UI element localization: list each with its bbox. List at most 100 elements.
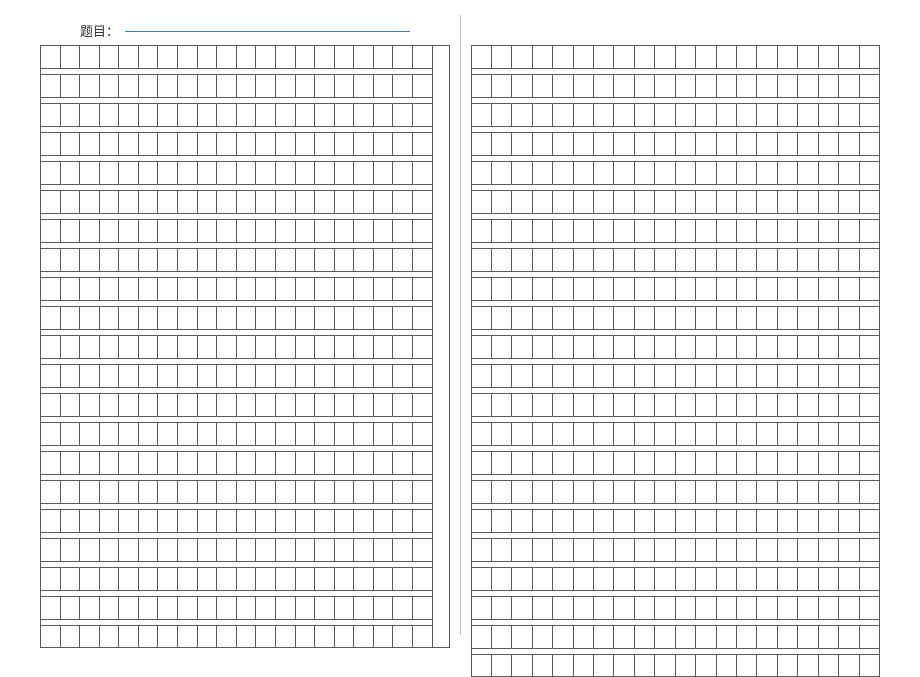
grid-cell xyxy=(314,162,334,184)
grid-cell xyxy=(695,104,715,126)
grid-cell xyxy=(491,220,511,242)
grid-cell xyxy=(314,452,334,474)
grid-cell xyxy=(736,220,756,242)
grid-cell xyxy=(60,220,80,242)
grid-cell xyxy=(654,249,674,271)
grid-row xyxy=(40,306,433,329)
grid-cell xyxy=(79,568,99,590)
grid-cell xyxy=(60,423,80,445)
grid-cell xyxy=(353,365,373,387)
grid-cell xyxy=(118,191,138,213)
grid-cell xyxy=(197,133,217,155)
grid-cell xyxy=(613,597,633,619)
grid-cell xyxy=(197,452,217,474)
row-spacer xyxy=(471,184,881,190)
grid-row xyxy=(471,45,881,68)
grid-cell xyxy=(471,655,491,676)
grid-cell xyxy=(314,365,334,387)
grid-cell xyxy=(275,568,295,590)
grid-cell xyxy=(654,75,674,97)
grid-cell xyxy=(177,46,197,68)
grid-cell xyxy=(818,191,838,213)
grid-cell xyxy=(573,510,593,532)
grid-row xyxy=(40,422,433,445)
grid-cell xyxy=(118,220,138,242)
row-spacer xyxy=(40,300,433,306)
grid-cell xyxy=(756,510,776,532)
row-spacer xyxy=(40,503,433,509)
grid-cell xyxy=(392,307,412,329)
grid-cell xyxy=(532,452,552,474)
grid-cell xyxy=(295,75,315,97)
grid-cell xyxy=(695,597,715,619)
grid-cell xyxy=(334,365,354,387)
grid-cell xyxy=(797,365,817,387)
grid-cell xyxy=(756,423,776,445)
grid-cell xyxy=(491,510,511,532)
grid-cell xyxy=(412,133,433,155)
grid-cell xyxy=(654,278,674,300)
row-spacer xyxy=(40,329,433,335)
grid-cell xyxy=(314,510,334,532)
grid-cell xyxy=(373,75,393,97)
grid-cell xyxy=(99,46,119,68)
grid-cell xyxy=(654,423,674,445)
grid-row xyxy=(471,74,881,97)
grid-cell xyxy=(471,423,491,445)
grid-cell xyxy=(613,365,633,387)
grid-cell xyxy=(412,423,433,445)
grid-cell xyxy=(797,249,817,271)
row-spacer xyxy=(40,619,433,625)
grid-cell xyxy=(695,568,715,590)
grid-cell xyxy=(412,191,433,213)
grid-cell xyxy=(334,278,354,300)
grid-cell xyxy=(491,423,511,445)
grid-cell xyxy=(552,336,572,358)
grid-cell xyxy=(675,597,695,619)
grid-cell xyxy=(818,220,838,242)
grid-cell xyxy=(353,394,373,416)
grid-cell xyxy=(777,46,797,68)
grid-cell xyxy=(797,539,817,561)
grid-cell xyxy=(634,481,654,503)
grid-cell xyxy=(40,597,60,619)
grid-cell xyxy=(695,336,715,358)
grid-cell xyxy=(79,481,99,503)
grid-cell xyxy=(60,75,80,97)
grid-cell xyxy=(295,365,315,387)
grid-cell xyxy=(373,278,393,300)
grid-cell xyxy=(118,162,138,184)
grid-cell xyxy=(275,162,295,184)
grid-cell xyxy=(838,655,858,676)
grid-cell xyxy=(777,104,797,126)
grid-cell xyxy=(118,133,138,155)
grid-cell xyxy=(716,249,736,271)
grid-row xyxy=(471,190,881,213)
grid-cell xyxy=(236,394,256,416)
grid-cell xyxy=(373,597,393,619)
grid-cell xyxy=(60,539,80,561)
row-spacer xyxy=(40,97,433,103)
row-spacer xyxy=(40,155,433,161)
grid-cell xyxy=(295,133,315,155)
grid-cell xyxy=(216,191,236,213)
grid-cell xyxy=(756,626,776,648)
grid-cell xyxy=(491,191,511,213)
grid-cell xyxy=(797,162,817,184)
grid-cell xyxy=(593,452,613,474)
grid-cell xyxy=(314,394,334,416)
grid-cell xyxy=(99,365,119,387)
grid-cell xyxy=(197,365,217,387)
grid-cell xyxy=(573,655,593,676)
grid-cell xyxy=(197,75,217,97)
grid-cell xyxy=(613,626,633,648)
grid-cell xyxy=(777,452,797,474)
grid-cell xyxy=(838,452,858,474)
grid-cell xyxy=(736,539,756,561)
row-spacer xyxy=(471,126,881,132)
grid-cell xyxy=(859,394,880,416)
grid-cell xyxy=(314,278,334,300)
grid-cell xyxy=(138,336,158,358)
grid-cell xyxy=(695,133,715,155)
grid-cell xyxy=(511,278,531,300)
